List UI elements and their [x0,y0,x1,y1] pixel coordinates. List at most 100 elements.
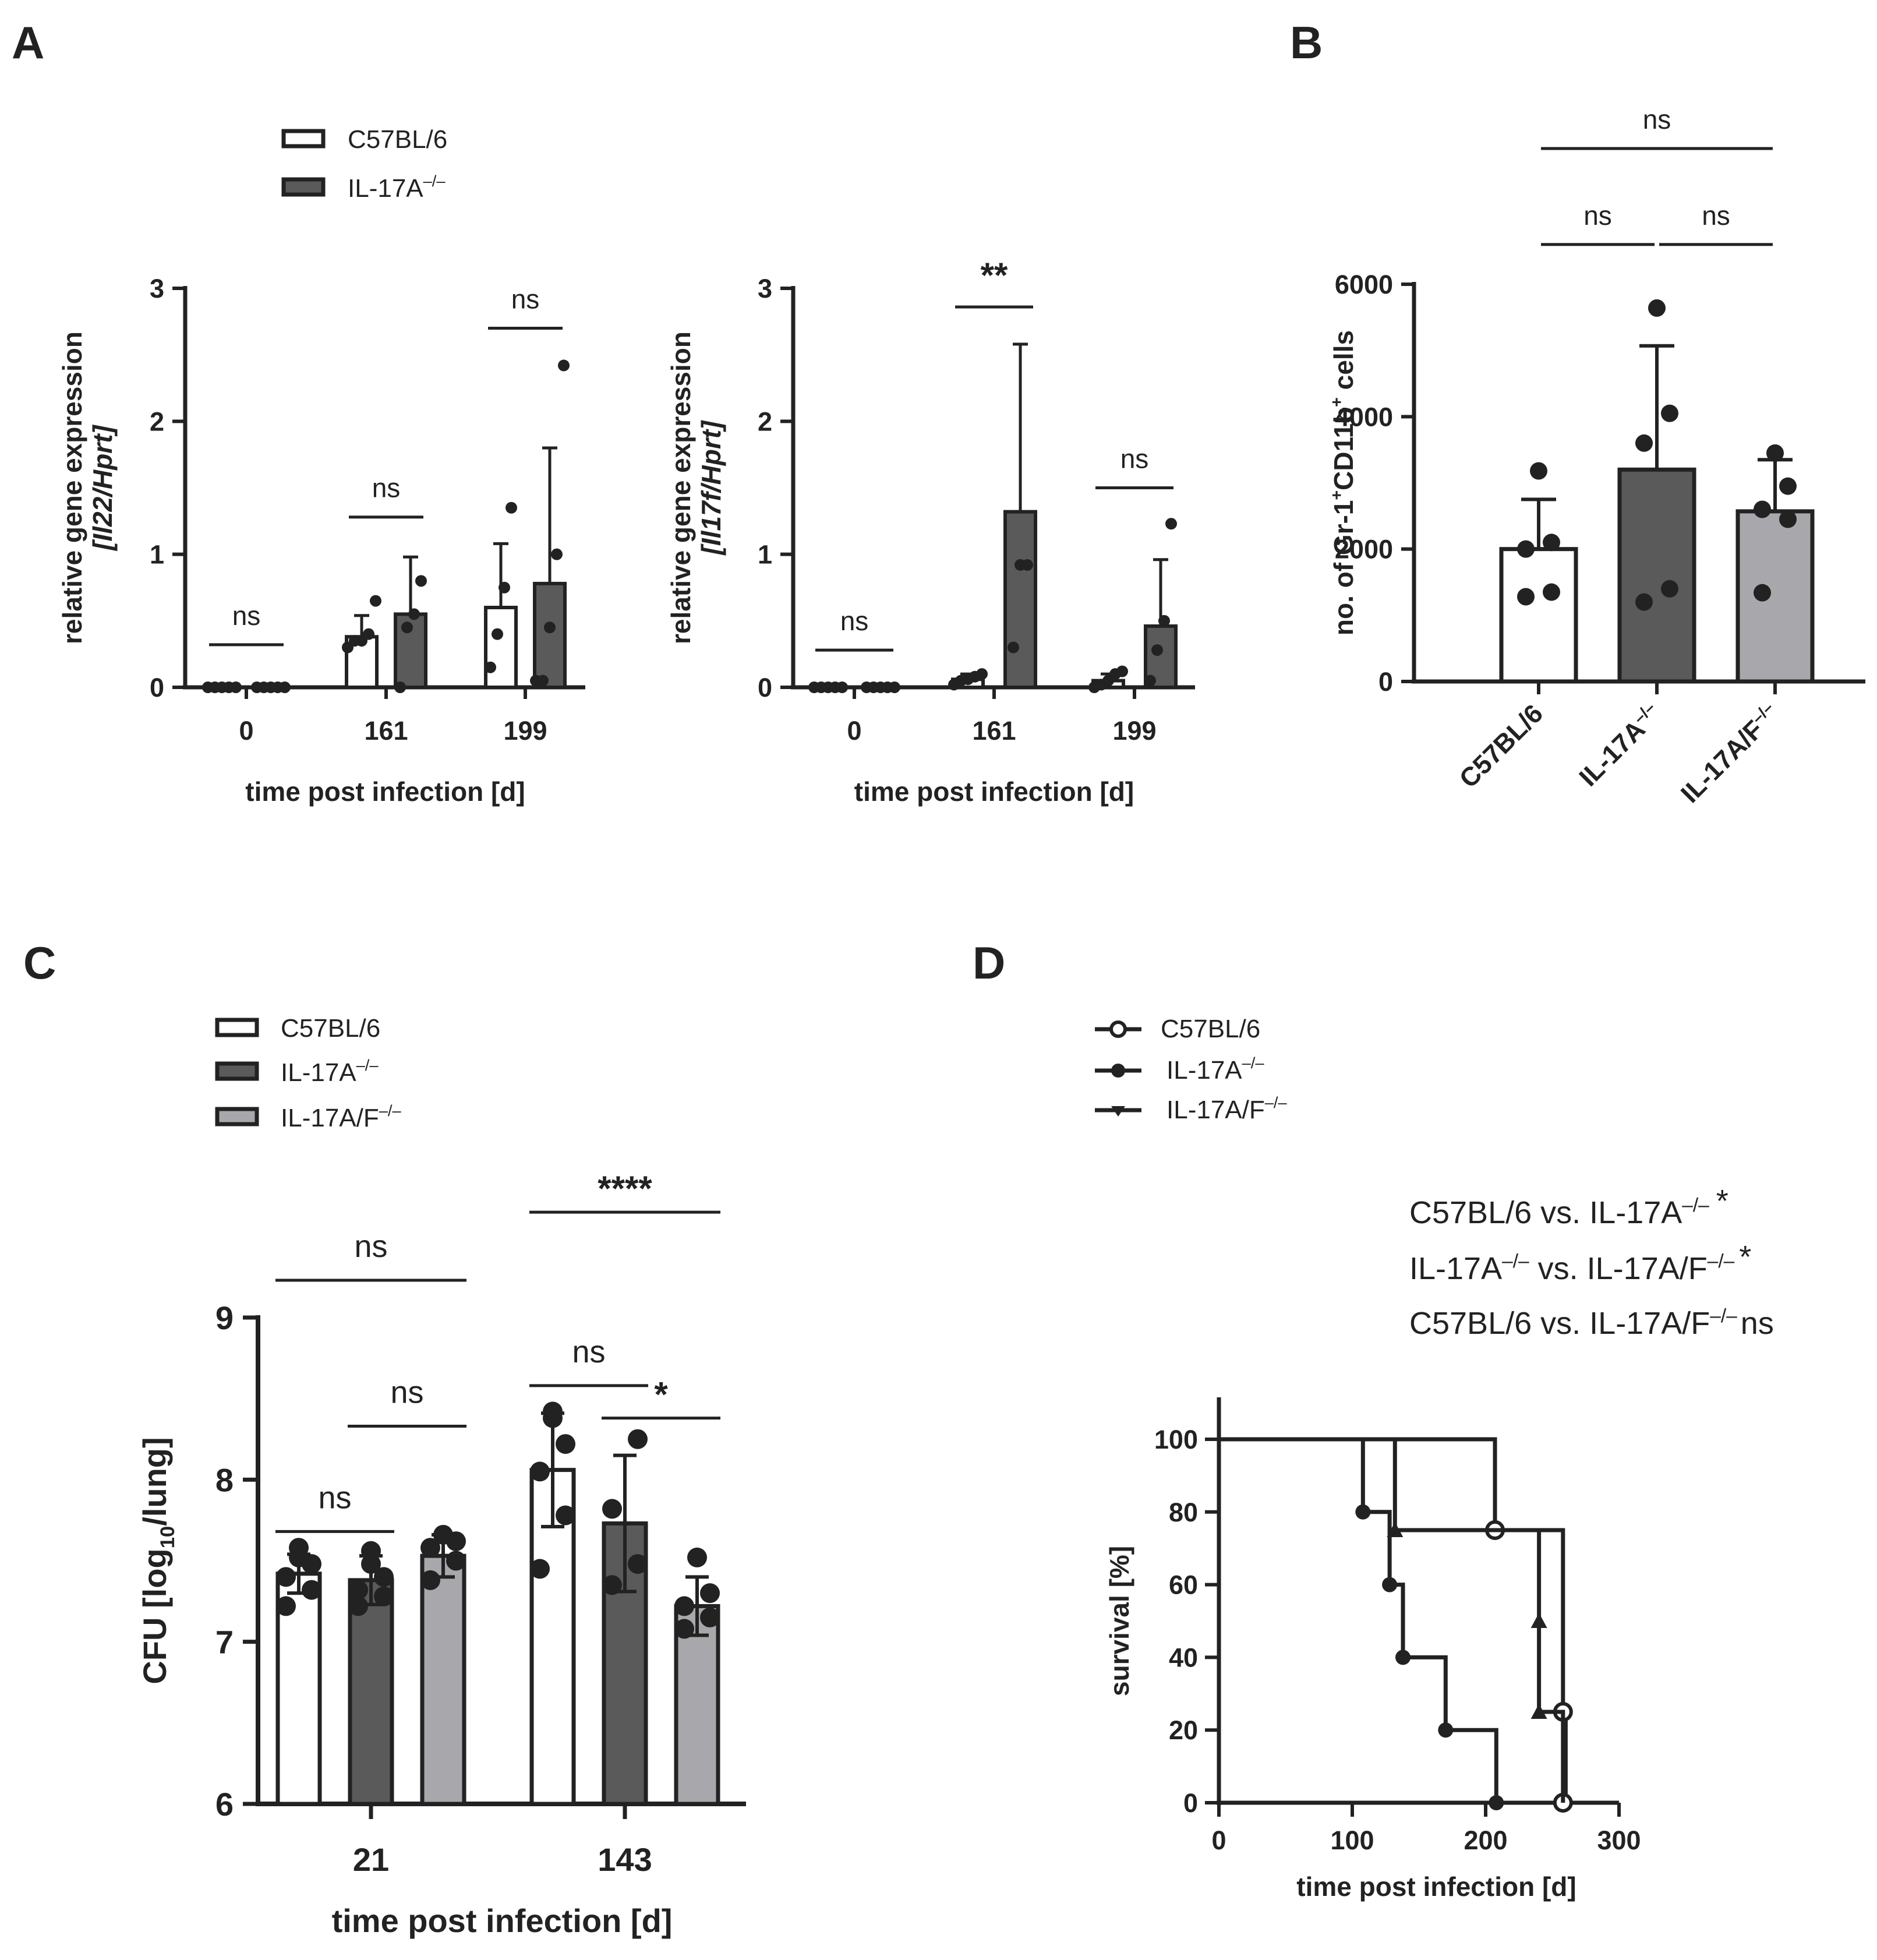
x-axis-label: time post infection [d] [332,1902,673,1939]
legend-a-swatch-il17a [281,177,326,197]
data-point [1008,641,1019,654]
survival-curve [1219,1437,1568,1803]
legend-c-label-il17a: IL-17A–/– [281,1056,379,1087]
x-tick-label: 161 [364,716,408,746]
data-point [370,595,381,607]
data-point [1635,434,1653,452]
significance-label: ns [1120,444,1149,474]
data-point [1766,444,1784,462]
data-point [1144,674,1156,687]
significance-label: ns [1702,200,1730,231]
data-point [279,681,291,693]
significance-label: ns [318,1480,351,1515]
data-point [446,1551,466,1571]
legend-d-marker-il17a [1111,1064,1125,1078]
y-tick-label: 60 [1169,1570,1198,1600]
chart-il22-expression: 0 1 2 3 0 161 199 ns ns ns time post infection [d]… [57,274,585,807]
data-point [420,1570,440,1590]
data-point [348,1596,368,1616]
survival-stats: C57BL/6 vs. IL-17A–/– * IL-17A–/– vs. IL-… [1409,1184,1774,1341]
data-point [499,581,510,594]
significance-label: ns [390,1375,423,1410]
data-point [1158,615,1170,627]
y-axis-label: survival [%] [1104,1546,1134,1696]
data-point [530,1559,550,1579]
x-tick-label: 200 [1464,1825,1507,1855]
legend-c-label-c57: C57BL/6 [281,1014,380,1043]
significance-label: * [654,1375,668,1414]
survival-marker [1395,1650,1411,1665]
significance-label: ns [511,284,540,315]
x-tick-label: 199 [503,716,547,746]
significance-label: ns [1643,104,1671,135]
y-tick-label: 0 [1183,1788,1198,1818]
data-point [628,1429,648,1449]
y-tick-label: 6 [215,1786,234,1823]
data-point [433,1524,453,1545]
significance-label: ns [1583,200,1612,231]
significance-label: ns [572,1334,605,1369]
y-axis-label: relative gene expression[Il22/Hprt] [57,331,118,644]
data-point [420,1538,440,1558]
data-point [1165,518,1177,530]
data-point [1661,580,1678,598]
y-axis-label: no. of Gr-1+CD11b+ cells [1328,330,1359,635]
legend-c-label-il17af: IL-17A/F–/– [281,1101,401,1132]
data-point [401,621,413,634]
data-point [1754,500,1771,518]
data-point [1779,477,1797,495]
data-point [1661,404,1678,422]
x-tick-label: IL-17A/F–/– [1675,698,1785,808]
legend-d-label-il17a: IL-17A–/– [1167,1054,1264,1085]
y-tick-label: 4000 [1335,402,1393,432]
chart-il17f-expression: 0 1 2 3 0 161 199 ns ** ns time post infection [d]… [666,256,1195,807]
legend-c-swatch-il17a [215,1061,259,1081]
data-point [276,1596,296,1616]
y-axis-label: CFU [log10/lung] [136,1437,179,1684]
y-tick-label: 2 [150,407,164,436]
stat-row-2: IL-17A–/– vs. IL-17A/F–/– * [1409,1239,1751,1286]
data-point [889,681,900,693]
legend-c-swatch-c57 [215,1018,259,1037]
survival-marker [1530,1704,1547,1719]
significance-label: ns [232,601,261,631]
significance-label: ns [372,473,401,503]
data-point [544,621,556,634]
data-point [230,681,242,693]
survival-marker [1530,1613,1547,1628]
data-point [558,359,570,372]
x-tick-label: 0 [239,716,253,746]
significance-label: **** [598,1169,652,1208]
data-point [1151,644,1163,656]
data-point [836,681,848,693]
y-tick-label: 2 [758,407,772,436]
y-tick-label: 0 [758,673,772,702]
bar [484,606,518,689]
stat-row-1: C57BL/6 vs. IL-17A–/– * [1409,1184,1728,1230]
bar [1735,509,1815,684]
chart-survival: 0 20 40 60 80 100 0 100 200 300 time post infectio… [1104,1397,1641,1902]
x-tick-label: 100 [1330,1825,1374,1855]
data-point [602,1575,622,1595]
panel-label-b: B [1290,17,1323,68]
data-point [556,1505,575,1525]
bar [1617,467,1696,684]
x-axis-label: time post infection [d] [854,776,1134,807]
data-point [408,608,420,620]
data-point [700,1583,720,1604]
x-axis-label: time post infection [d] [1296,1871,1576,1902]
legend-d-label-il17af: IL-17A/F–/– [1167,1093,1287,1124]
bar [420,1553,466,1806]
legend-c: C57BL/6 IL-17A–/– IL-17A/F–/– [215,1014,401,1132]
y-tick-label: 0 [150,673,164,702]
survival-marker [1387,1522,1404,1537]
data-point [374,1586,394,1606]
data-point [276,1567,296,1587]
legend-a-label-c57: C57BL/6 [348,125,447,154]
data-point [1754,584,1771,602]
data-point [976,668,988,680]
x-tick-label: 143 [598,1841,652,1878]
x-tick-label: 199 [1112,716,1156,746]
bar [533,581,567,690]
data-point [628,1554,648,1574]
